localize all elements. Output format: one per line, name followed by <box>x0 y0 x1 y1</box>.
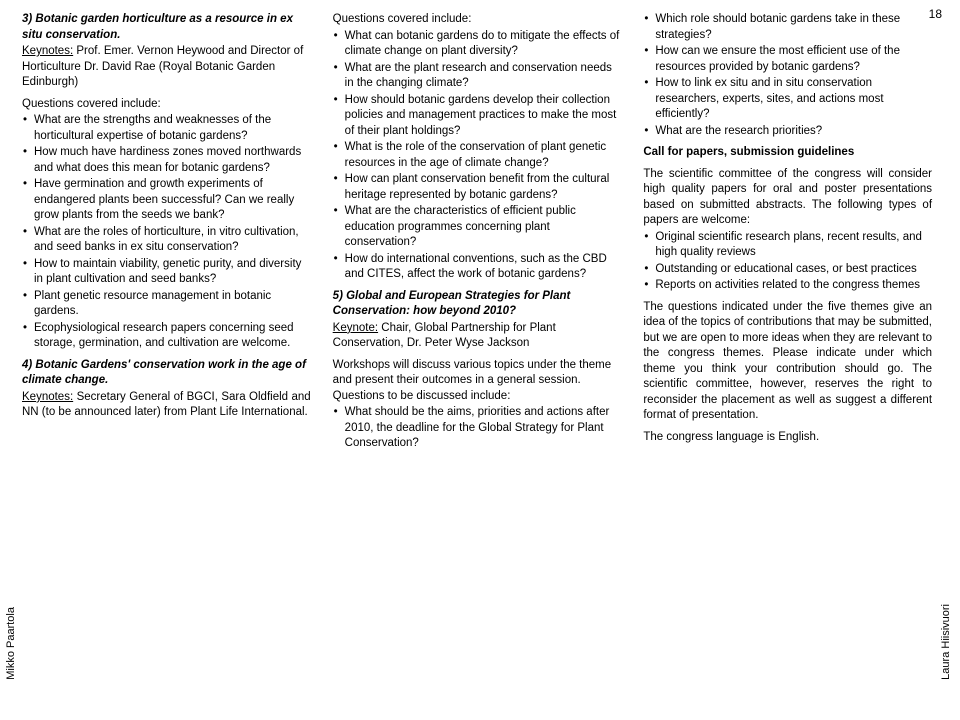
section-5-workshops: Workshops will discuss various topics un… <box>333 358 622 405</box>
list-item: Ecophysiological research papers concern… <box>22 321 311 352</box>
keynotes-label: Keynotes: <box>22 391 73 403</box>
list-item: Have germination and growth experiments … <box>22 177 311 224</box>
continuation-list: Which role should botanic gardens take i… <box>643 12 932 139</box>
column-1: 3) Botanic garden horticulture as a reso… <box>22 12 311 708</box>
columns-container: 3) Botanic garden horticulture as a reso… <box>22 12 932 708</box>
column-2: Questions covered include: What can bota… <box>333 12 622 708</box>
column-3: Which role should botanic gardens take i… <box>643 12 932 708</box>
cfp-paragraph-1: The scientific committee of the congress… <box>643 167 932 229</box>
list-item: What should be the aims, priorities and … <box>333 405 622 452</box>
cfp-list: Original scientific research plans, rece… <box>643 230 932 294</box>
section-3-keynotes: Keynotes: Prof. Emer. Vernon Heywood and… <box>22 44 311 91</box>
list-item: How to maintain viability, genetic purit… <box>22 257 311 288</box>
section-4-keynotes: Keynotes: Secretary General of BGCI, Sar… <box>22 390 311 421</box>
section-5-keynote: Keynote: Chair, Global Partnership for P… <box>333 321 622 352</box>
section-3-questions-intro: Questions covered include: <box>22 97 311 113</box>
side-author-right: Laura Hiisivuori <box>939 604 954 680</box>
list-item: How do international conventions, such a… <box>333 252 622 283</box>
section-4-list: What can botanic gardens do to mitigate … <box>333 29 622 283</box>
list-item: How much have hardiness zones moved nort… <box>22 145 311 176</box>
list-item: What are the plant research and conserva… <box>333 61 622 92</box>
keynotes-label: Keynotes: <box>22 45 73 57</box>
cfp-title: Call for papers, submission guidelines <box>643 145 932 161</box>
list-item: What can botanic gardens do to mitigate … <box>333 29 622 60</box>
list-item: Original scientific research plans, rece… <box>643 230 932 261</box>
list-item: How should botanic gardens develop their… <box>333 93 622 140</box>
section-4-questions-intro: Questions covered include: <box>333 12 622 28</box>
section-4-title: 4) Botanic Gardens' conservation work in… <box>22 358 311 389</box>
keynote-label: Keynote: <box>333 322 378 334</box>
list-item: What are the roles of horticulture, in v… <box>22 225 311 256</box>
side-author-left: Mikko Paartola <box>4 607 19 680</box>
list-item: What are the characteristics of efficien… <box>333 204 622 251</box>
section-5-list: What should be the aims, priorities and … <box>333 405 622 452</box>
list-item: Plant genetic resource management in bot… <box>22 289 311 320</box>
list-item: What are the strengths and weaknesses of… <box>22 113 311 144</box>
list-item: Which role should botanic gardens take i… <box>643 12 932 43</box>
section-3-title: 3) Botanic garden horticulture as a reso… <box>22 12 311 43</box>
list-item: Outstanding or educational cases, or bes… <box>643 262 932 278</box>
list-item: How to link ex situ and in situ conserva… <box>643 76 932 123</box>
cfp-paragraph-3: The congress language is English. <box>643 430 932 446</box>
cfp-paragraph-2: The questions indicated under the five t… <box>643 300 932 424</box>
section-5-title: 5) Global and European Strategies for Pl… <box>333 289 622 320</box>
list-item: How can we ensure the most efficient use… <box>643 44 932 75</box>
list-item: What is the role of the conservation of … <box>333 140 622 171</box>
list-item: What are the research priorities? <box>643 124 932 140</box>
list-item: How can plant conservation benefit from … <box>333 172 622 203</box>
list-item: Reports on activities related to the con… <box>643 278 932 294</box>
section-3-list: What are the strengths and weaknesses of… <box>22 113 311 352</box>
